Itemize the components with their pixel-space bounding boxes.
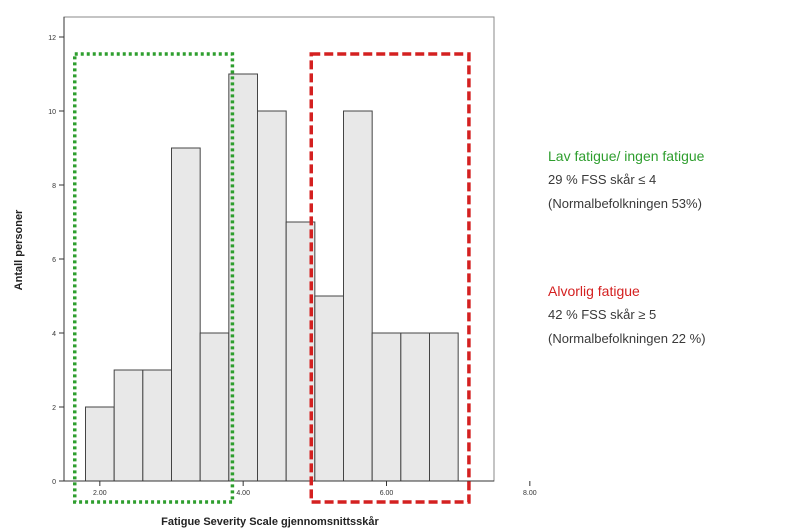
- severe-fatigue-normal-population: (Normalbefolkningen 22 %): [548, 331, 706, 346]
- y-tick-label: 6: [52, 257, 56, 264]
- y-axis-label: Antall personer: [13, 209, 25, 290]
- histogram-bar: [314, 295, 345, 482]
- y-tick-label: 0: [52, 479, 56, 486]
- low-fatigue-region-box: [73, 52, 235, 504]
- y-tick-label: 12: [48, 35, 56, 42]
- histogram-bar: [429, 332, 459, 482]
- histogram-bar: [142, 369, 172, 482]
- y-tick-label: 10: [48, 109, 56, 116]
- histogram-chart: 0 2 4 6 8 10 12 2.00 4.00 6.00 8.00 Antall persone…: [13, 16, 537, 528]
- histogram-bar: [371, 332, 402, 482]
- histogram-bar: [171, 147, 201, 482]
- y-tick-label: 2: [52, 405, 56, 412]
- severe-fatigue-percent: 42 % FSS skår ≥ 5: [548, 307, 657, 322]
- low-fatigue-normal-population: (Normalbefolkningen 53%): [548, 196, 702, 211]
- histogram-bar: [257, 110, 287, 482]
- x-axis-label: Fatigue Severity Scale gjennomsnittsskår: [161, 516, 379, 528]
- histogram-bar: [199, 332, 230, 482]
- severe-fatigue-title: Alvorlig fatigue: [548, 283, 640, 299]
- severe-fatigue-annotation: Alvorlig fatigue 42 % FSS skår ≥ 5 (Norm…: [548, 279, 706, 351]
- severe-fatigue-region-box: [309, 52, 471, 504]
- x-tick-label: 6.00: [380, 490, 394, 497]
- low-fatigue-percent: 29 % FSS skår ≤ 4: [548, 172, 657, 187]
- histogram-bar: [113, 369, 144, 482]
- low-fatigue-title: Lav fatigue/ ingen fatigue: [548, 148, 705, 164]
- histogram-bar: [400, 332, 431, 482]
- histogram-bar: [85, 406, 115, 482]
- x-tick-label: 8.00: [523, 490, 537, 497]
- y-tick-label: 4: [52, 331, 56, 338]
- y-tick-label: 8: [52, 183, 56, 190]
- histogram-bar: [343, 110, 373, 482]
- low-fatigue-annotation: Lav fatigue/ ingen fatigue 29 % FSS skår…: [548, 144, 704, 216]
- x-tick-label: 4.00: [236, 490, 250, 497]
- x-tick-label: 2.00: [93, 490, 107, 497]
